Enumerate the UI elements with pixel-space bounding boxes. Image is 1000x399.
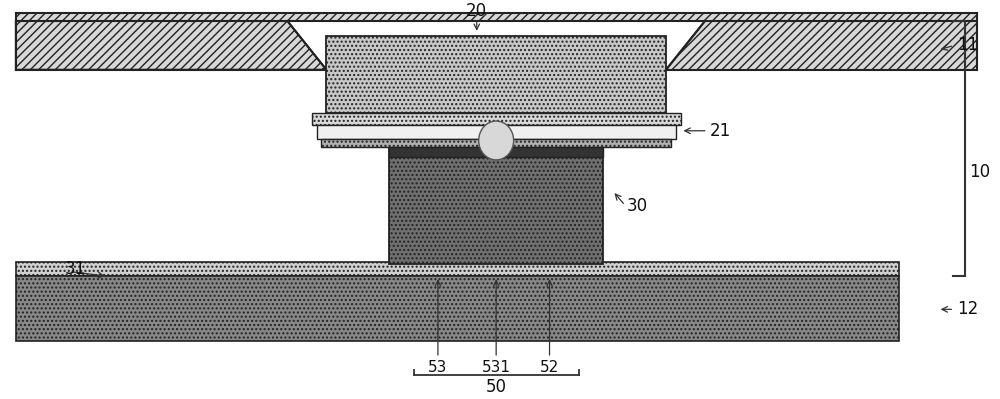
Bar — [317, 125, 676, 138]
Text: 12: 12 — [957, 300, 978, 318]
Polygon shape — [16, 21, 326, 70]
Bar — [312, 113, 681, 125]
Text: 10: 10 — [969, 162, 990, 180]
Bar — [389, 147, 603, 157]
Bar — [16, 13, 977, 21]
Bar — [321, 138, 671, 147]
Text: 50: 50 — [486, 378, 507, 396]
Text: 30: 30 — [627, 196, 648, 215]
Bar — [16, 277, 899, 342]
Bar — [326, 36, 666, 113]
Bar — [16, 262, 899, 277]
Text: 11: 11 — [957, 36, 978, 54]
Text: 531: 531 — [482, 360, 511, 375]
Ellipse shape — [479, 121, 514, 160]
Text: 52: 52 — [540, 360, 559, 375]
Text: 53: 53 — [428, 360, 448, 375]
Polygon shape — [666, 21, 977, 70]
Text: 31: 31 — [64, 260, 86, 278]
Bar — [389, 147, 603, 264]
Text: 21: 21 — [710, 122, 731, 140]
Text: 20: 20 — [466, 2, 487, 20]
